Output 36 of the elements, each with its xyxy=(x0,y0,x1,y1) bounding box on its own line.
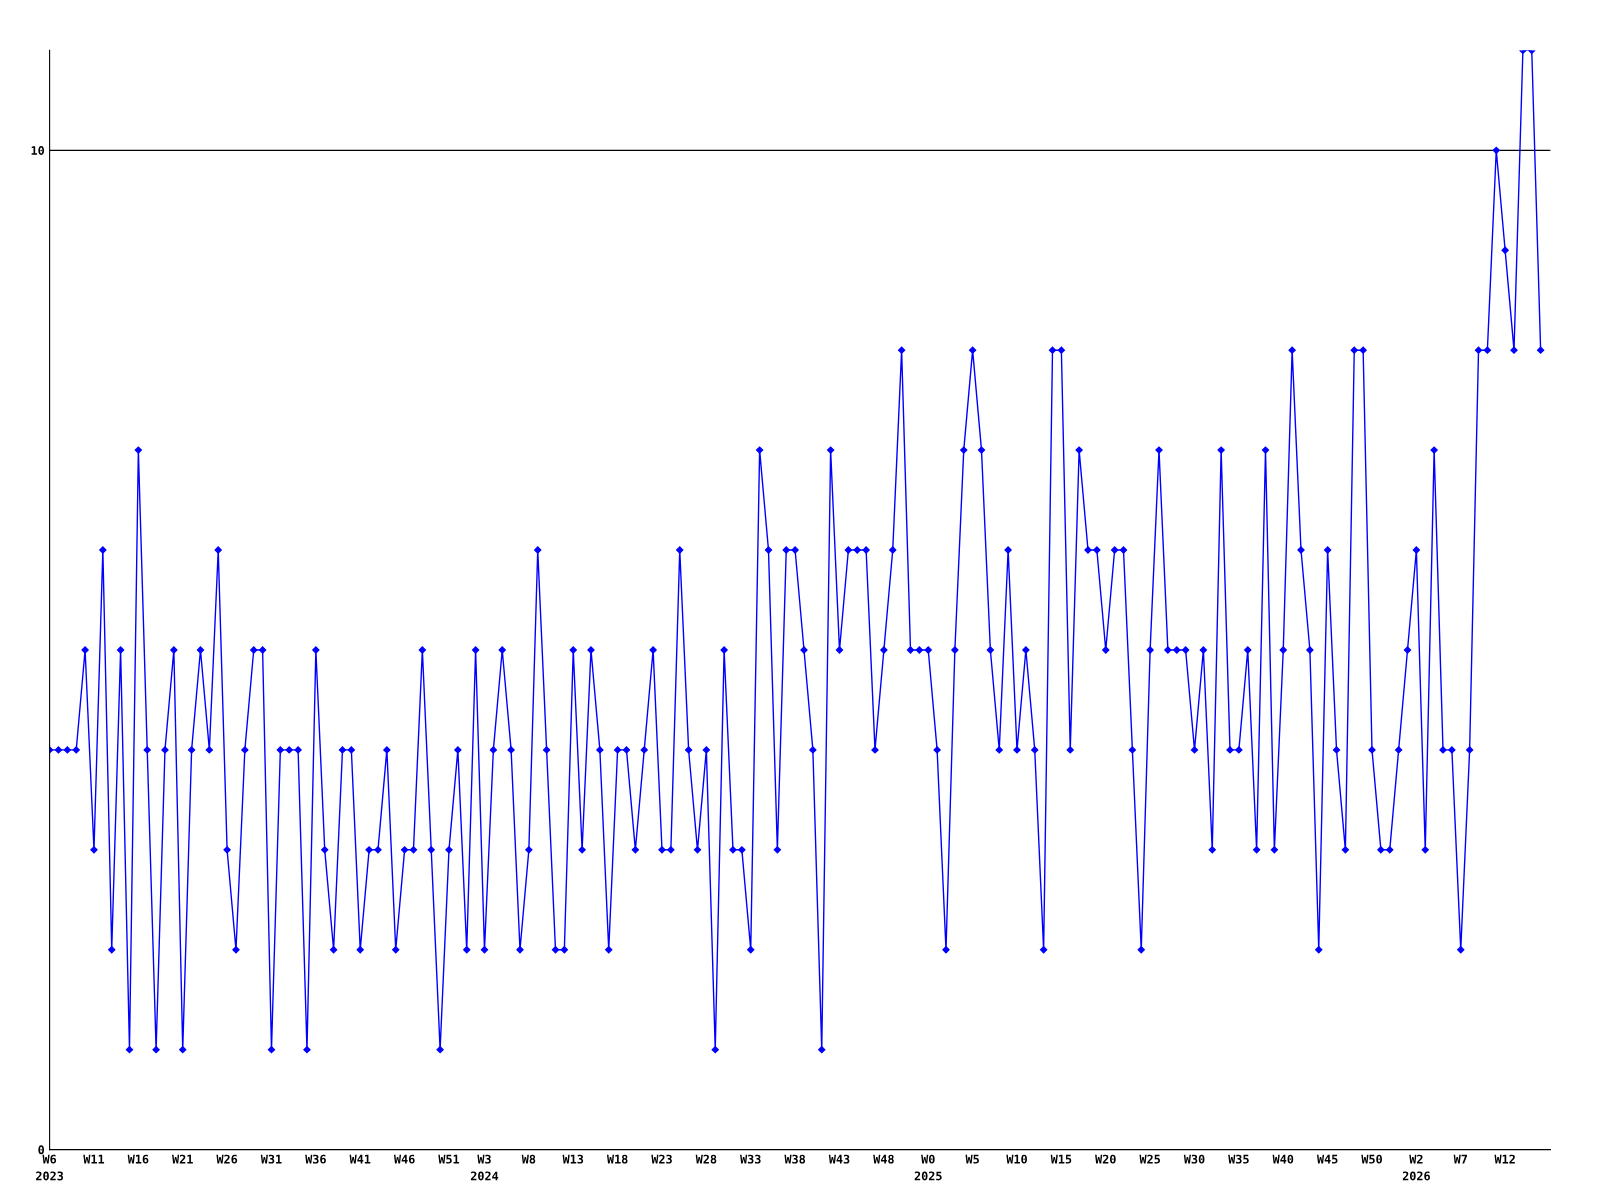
x-tick-label: W46 xyxy=(393,1154,415,1164)
x-tick-label: W50 xyxy=(1361,1154,1382,1164)
x-tick-label: W8 xyxy=(521,1154,536,1164)
x-tick-label: W41 xyxy=(349,1154,371,1164)
y-tick-label: 0 xyxy=(38,1145,45,1155)
x-tick-label: W38 xyxy=(784,1154,806,1164)
x-tick-label: W11 xyxy=(83,1154,105,1164)
x-tick-label: W26 xyxy=(216,1154,238,1164)
x-tick-label: W10 xyxy=(1006,1154,1027,1164)
x-tick-label: W51 xyxy=(438,1154,460,1164)
x-tick-label: W25 xyxy=(1139,1154,1160,1164)
x-tick-label: W40 xyxy=(1272,1154,1294,1164)
x-tick-label: W20 xyxy=(1095,1154,1116,1164)
x-tick-label: W28 xyxy=(695,1154,717,1164)
x-tick-label: W33 xyxy=(740,1154,761,1164)
x-tick-label: W23 xyxy=(651,1154,672,1164)
x-tick-label: W45 xyxy=(1316,1154,1338,1164)
x-tick-label: W48 xyxy=(873,1154,894,1164)
y-tick-label: 10 xyxy=(31,146,45,155)
x-tick-label: W15 xyxy=(1050,1154,1072,1164)
x-tick-label: W35 xyxy=(1228,1154,1249,1164)
x-tick-label: W31 xyxy=(260,1154,282,1164)
x-tick-label: W7 xyxy=(1453,1154,1467,1164)
x-tick-label: W5 xyxy=(965,1154,979,1164)
x-tick-label: W13 xyxy=(562,1154,584,1164)
x-tick-label: W16 xyxy=(127,1154,149,1164)
x-tick-label: W18 xyxy=(606,1154,628,1164)
x-tick-label: W3 2024 xyxy=(470,1154,499,1181)
x-tick-label: W30 xyxy=(1183,1154,1205,1164)
x-tick-label: W43 xyxy=(828,1154,850,1164)
x-tick-label: W2 2026 xyxy=(1402,1154,1430,1181)
x-tick-label: W12 xyxy=(1494,1154,1515,1164)
x-tick-label: W36 xyxy=(305,1154,326,1164)
x-tick-label: W21 xyxy=(172,1154,193,1164)
x-tick-label: W0 2025 xyxy=(914,1154,942,1181)
x-tick-label: W6 2023 xyxy=(36,1154,64,1181)
